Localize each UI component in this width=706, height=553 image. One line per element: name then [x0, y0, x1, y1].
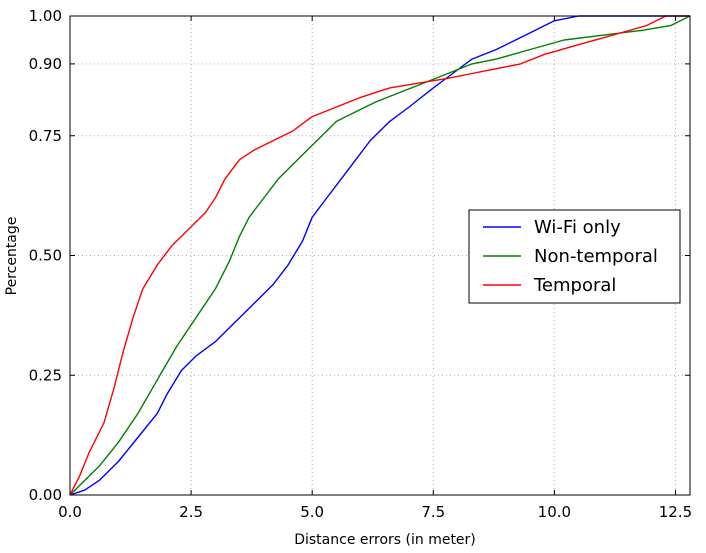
x-axis-label: Distance errors (in meter) — [294, 532, 476, 548]
legend-label-2: Temporal — [533, 275, 616, 296]
axis-ticks — [69, 15, 690, 496]
x-tick-label: 5.0 — [300, 503, 324, 521]
x-tick-label: 10.0 — [538, 503, 571, 521]
x-tick-label: 12.5 — [659, 503, 692, 521]
x-tick-label: 2.5 — [179, 503, 203, 521]
legend-label-0: Wi-Fi only — [534, 217, 621, 238]
y-tick-label: 0.25 — [29, 366, 62, 384]
x-tick-labels: 0.0 2.5 5.0 7.5 10.0 12.5 — [58, 503, 692, 521]
y-tick-label: 1.00 — [29, 7, 62, 25]
series-line-0 — [69, 15, 690, 496]
y-tick-labels: 0.00 0.25 0.50 0.75 0.90 1.00 — [29, 7, 62, 504]
series-line-1 — [69, 15, 691, 496]
legend: Wi-Fi only Non-temporal Temporal — [468, 209, 681, 304]
y-tick-label: 0.00 — [29, 486, 62, 504]
series-lines — [69, 15, 691, 496]
y-tick-label: 0.50 — [29, 247, 62, 265]
x-tick-label: 7.5 — [421, 503, 445, 521]
y-tick-label: 0.90 — [29, 55, 62, 73]
y-axis-label: Percentage — [4, 217, 20, 296]
legend-label-1: Non-temporal — [534, 246, 658, 267]
y-tick-label: 0.75 — [29, 127, 62, 145]
series-line-2 — [69, 15, 690, 496]
x-tick-label: 0.0 — [58, 503, 82, 521]
